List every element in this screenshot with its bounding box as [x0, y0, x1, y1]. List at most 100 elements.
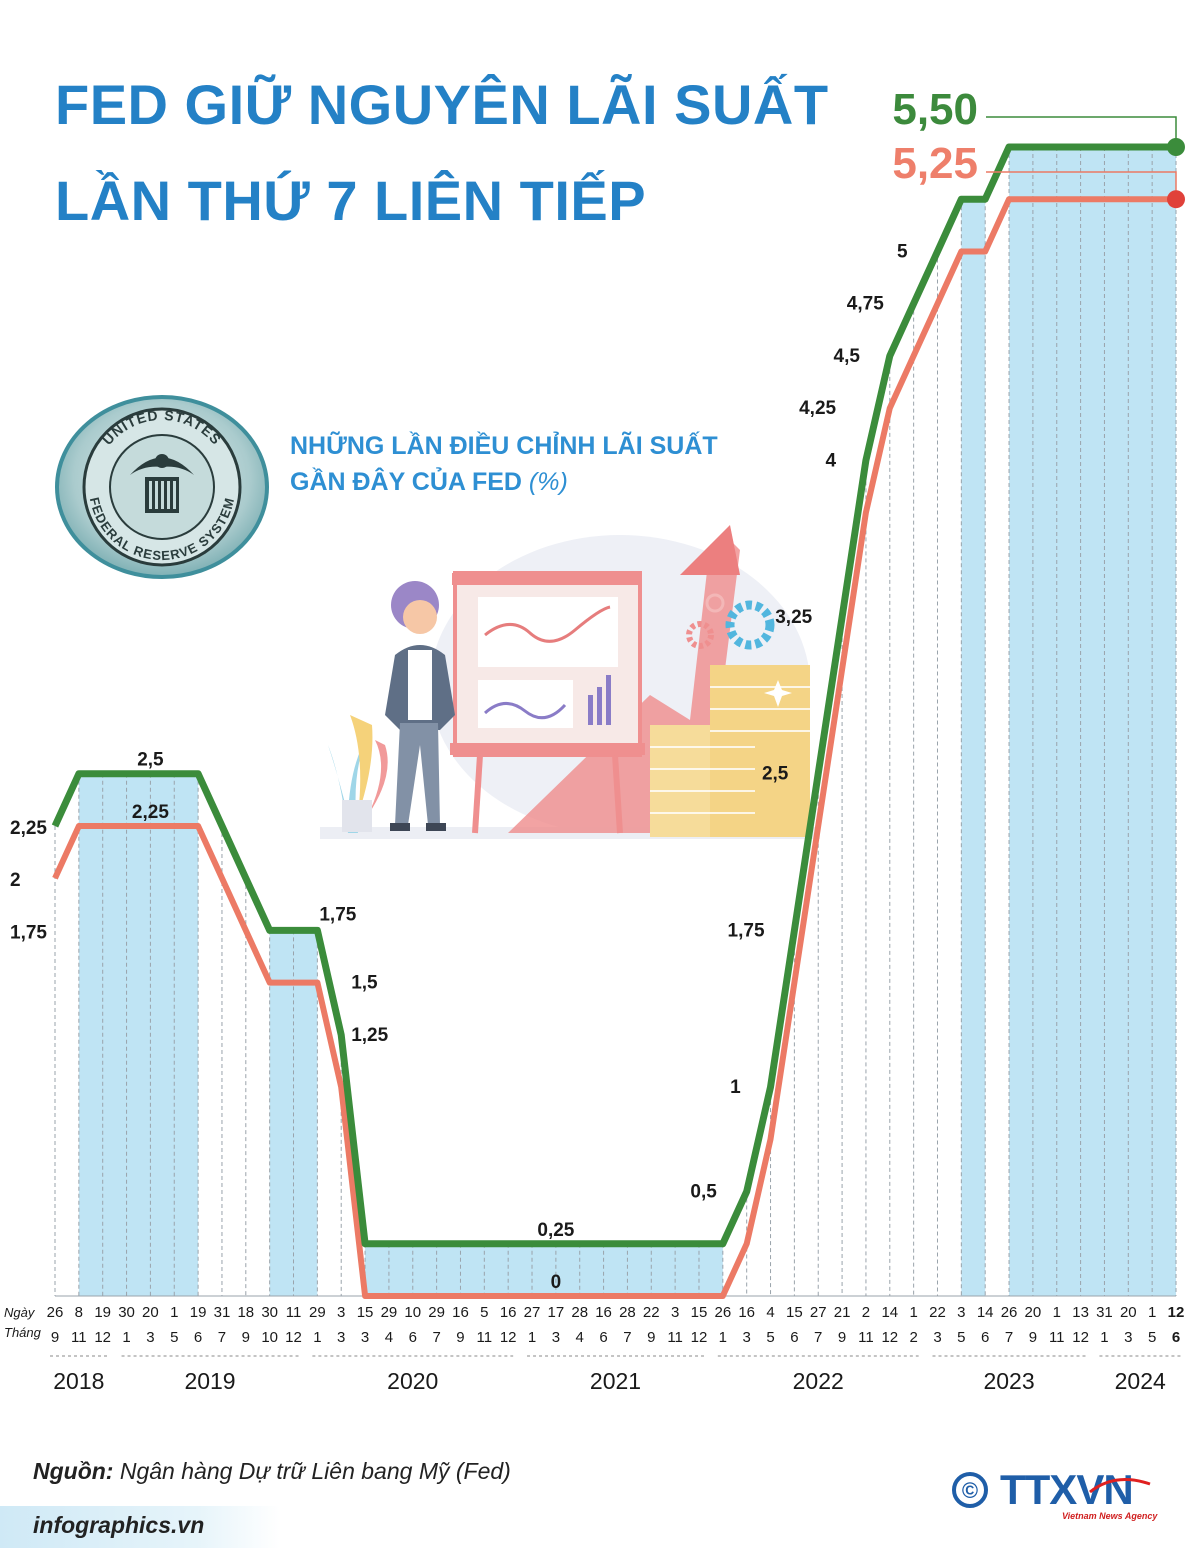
value-label: 0,25 [537, 1220, 574, 1241]
hold-band [365, 1243, 723, 1296]
value-label: 1 [730, 1077, 741, 1098]
logo-tagline: Vietnam News Agency [1062, 1511, 1158, 1521]
day-tick: 27 [810, 1304, 827, 1321]
value-label: 2,25 [10, 818, 47, 839]
month-tick: 10 [261, 1329, 278, 1346]
day-tick: 19 [94, 1304, 111, 1321]
day-tick: 13 [1072, 1304, 1089, 1321]
month-tick: 7 [1005, 1329, 1013, 1346]
source-label: Nguồn: [33, 1458, 114, 1484]
subtitle-main: GẦN ĐÂY CỦA FED [290, 468, 522, 496]
logo-name: TTXVN [1000, 1466, 1133, 1513]
month-tick: 1 [1100, 1329, 1108, 1346]
rate-bands [78, 147, 1176, 1296]
month-tick: 7 [814, 1329, 822, 1346]
year-label: 2022 [793, 1368, 844, 1394]
day-tick: 29 [381, 1304, 398, 1321]
month-tick: 4 [576, 1329, 584, 1346]
month-tick: 11 [858, 1329, 874, 1346]
day-tick: 26 [714, 1304, 731, 1321]
day-tick: 31 [214, 1304, 231, 1321]
month-tick: 6 [981, 1329, 989, 1346]
ttxvn-logo: © TTXVN Vietnam News Agency [952, 1466, 1158, 1521]
month-tick: 1 [719, 1329, 727, 1346]
value-label: 0,5 [690, 1182, 717, 1203]
day-tick: 16 [595, 1304, 612, 1321]
value-label: 2,5 [137, 750, 164, 771]
day-tick: 26 [47, 1304, 64, 1321]
day-tick: 3 [671, 1304, 679, 1321]
rate-lines [51, 143, 1176, 1299]
value-label: 3,25 [775, 607, 812, 628]
day-tick: 31 [1096, 1304, 1113, 1321]
month-tick: 3 [146, 1329, 154, 1346]
value-labels: 2,25 2 1,75 2,5 2,25 1,75 1,5 1,25 0,25 0 0,5 1 1,75… [10, 241, 908, 1293]
final-upper-label: 5,50 [892, 85, 978, 134]
day-tick: 20 [1120, 1304, 1137, 1321]
axis-labels: NgàyTháng2698111912301203151963171893010… [4, 1304, 1184, 1394]
month-tick: 9 [456, 1329, 464, 1346]
day-tick: 26 [1001, 1304, 1018, 1321]
month-tick: 5 [170, 1329, 178, 1346]
value-label: 1,75 [728, 920, 765, 941]
day-tick: 27 [524, 1304, 541, 1321]
analyst-illustration [320, 525, 820, 839]
day-tick: 30 [118, 1304, 135, 1321]
day-tick: 3 [957, 1304, 965, 1321]
lower-leader-line [986, 171, 1177, 200]
value-label: 5 [897, 241, 908, 262]
day-tick: 20 [1025, 1304, 1042, 1321]
value-label: 2,5 [762, 764, 789, 785]
value-label: 4,25 [799, 398, 836, 419]
value-label: 2,25 [132, 802, 169, 823]
value-label: 1,5 [351, 973, 378, 994]
month-tick: 6 [1172, 1329, 1180, 1346]
month-tick: 12 [1072, 1329, 1089, 1346]
month-tick: 11 [71, 1329, 87, 1346]
upper-bound-line [51, 143, 1176, 1248]
date-gridlines [54, 147, 1177, 1297]
month-tick: 3 [933, 1329, 941, 1346]
month-tick: 6 [790, 1329, 798, 1346]
month-tick: 4 [385, 1329, 393, 1346]
month-tick: 11 [477, 1329, 493, 1346]
hold-band [1009, 147, 1176, 1296]
day-tick: 1 [909, 1304, 917, 1321]
day-tick: 11 [286, 1304, 302, 1321]
month-tick: 2 [909, 1329, 917, 1346]
day-tick: 15 [786, 1304, 803, 1321]
month-tick: 3 [552, 1329, 560, 1346]
day-tick: 16 [500, 1304, 517, 1321]
month-tick: 12 [94, 1329, 111, 1346]
website-link[interactable]: infographics.vn [33, 1512, 205, 1538]
value-label: 1,25 [351, 1025, 388, 1046]
month-tick: 12 [285, 1329, 302, 1346]
value-label: 4 [826, 450, 837, 471]
title-line-2: LẦN THỨ 7 LIÊN TIẾP [55, 169, 647, 232]
value-label: 4,5 [834, 346, 861, 367]
month-tick: 1 [313, 1329, 321, 1346]
month-tick: 6 [194, 1329, 202, 1346]
day-tick: 22 [929, 1304, 946, 1321]
subtitle-line-2: GẦN ĐÂY CỦA FED (%) [290, 468, 568, 497]
final-markers: 5,50 5,25 [892, 85, 1185, 209]
federal-reserve-seal: UNITED STATES FEDERAL RESERVE SYSTEM [55, 395, 269, 579]
day-tick: 12 [1168, 1304, 1185, 1321]
month-tick: 3 [1124, 1329, 1132, 1346]
day-tick: 30 [261, 1304, 278, 1321]
day-tick: 15 [691, 1304, 708, 1321]
month-tick: 6 [409, 1329, 417, 1346]
month-tick: 11 [667, 1329, 683, 1346]
day-tick: 2 [862, 1304, 870, 1321]
value-label: 1,75 [10, 922, 47, 943]
hold-band [961, 199, 986, 1296]
day-tick: 3 [337, 1304, 345, 1321]
month-tick: 7 [432, 1329, 440, 1346]
value-label: 1,75 [319, 904, 356, 925]
day-tick: 10 [404, 1304, 421, 1321]
month-tick: 9 [647, 1329, 655, 1346]
month-tick: 9 [242, 1329, 250, 1346]
day-row-label: Ngày [4, 1305, 36, 1320]
month-tick: 5 [766, 1329, 774, 1346]
day-tick: 28 [571, 1304, 588, 1321]
